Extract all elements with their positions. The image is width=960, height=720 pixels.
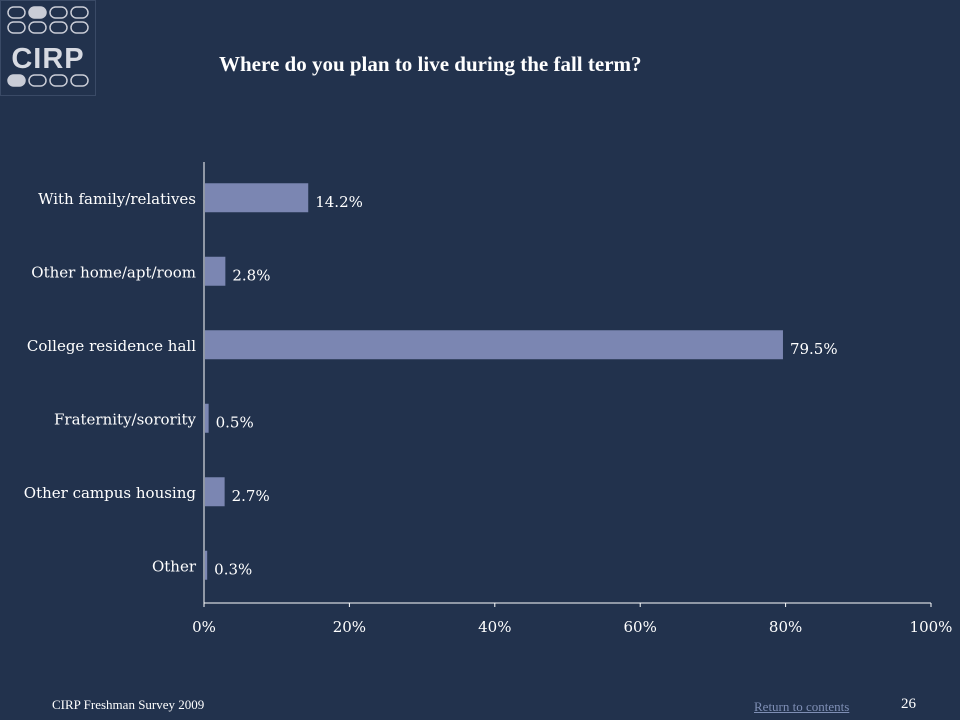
bar-chart: With family/relatives 14.2% Other home/apt… xyxy=(24,162,953,636)
x-tick-label-2: 40% xyxy=(478,618,511,636)
value-label-4: 2.7% xyxy=(232,487,270,505)
value-label-3: 0.5% xyxy=(216,413,254,431)
x-tick-label-1: 20% xyxy=(333,618,366,636)
category-label-4: Other campus housing xyxy=(24,484,197,502)
logo-pills-bottom xyxy=(7,74,89,87)
x-tick-label-4: 80% xyxy=(769,618,802,636)
bar-2 xyxy=(205,330,783,360)
x-tick-label-5: 100% xyxy=(910,618,953,636)
category-label-5: Other xyxy=(152,557,197,575)
category-label-2: College residence hall xyxy=(27,337,196,355)
x-tick-label-3: 60% xyxy=(624,618,657,636)
cirp-logo: CIRP xyxy=(0,0,96,96)
bar-4 xyxy=(205,477,225,507)
bar-3 xyxy=(205,403,209,433)
x-tick-label-0: 0% xyxy=(192,618,216,636)
page-number: 26 xyxy=(901,696,916,712)
value-label-5: 0.3% xyxy=(214,560,252,578)
logo-pills-top xyxy=(7,6,89,34)
value-label-0: 14.2% xyxy=(315,193,363,211)
category-label-1: Other home/apt/room xyxy=(31,263,196,281)
chart-title: Where do you plan to live during the fal… xyxy=(219,52,642,76)
logo-text: CIRP xyxy=(11,43,84,75)
category-label-0: With family/relatives xyxy=(38,190,196,208)
category-label-3: Fraternity/sorority xyxy=(54,410,197,428)
value-label-2: 79.5% xyxy=(790,340,838,358)
bar-0 xyxy=(205,183,309,213)
bar-5 xyxy=(205,550,208,580)
value-label-1: 2.8% xyxy=(232,266,270,284)
bar-1 xyxy=(205,256,226,286)
return-to-contents-link[interactable]: Return to contents xyxy=(754,699,850,714)
survey-name: CIRP Freshman Survey 2009 xyxy=(52,697,205,712)
